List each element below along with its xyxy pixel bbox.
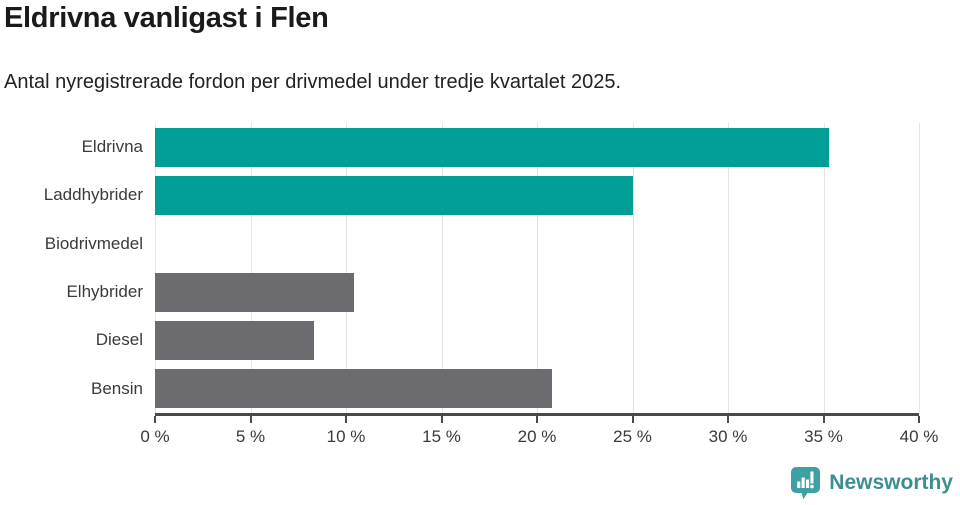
chart-subtitle: Antal nyregistrerade fordon per drivmede…	[4, 71, 622, 93]
chart-row: Biodrivmedel	[0, 220, 919, 268]
axis-tick	[631, 416, 634, 423]
gridline	[728, 123, 729, 413]
axis-tick	[154, 416, 156, 423]
chart-row: Bensin	[0, 365, 919, 413]
gridline	[632, 123, 634, 413]
chart-row: Eldrivna	[0, 123, 919, 171]
axis-tick	[536, 416, 538, 423]
bar-bensin	[155, 369, 553, 409]
bar-track	[155, 175, 919, 215]
category-label: Bensin	[91, 378, 143, 398]
category-label: Biodrivmedel	[44, 233, 143, 253]
bar-diesel	[155, 320, 314, 360]
gridline	[823, 123, 825, 413]
bar-elhybrider	[155, 272, 354, 312]
gridline	[155, 123, 156, 413]
bar-track	[155, 224, 919, 263]
chart-row: Diesel	[0, 316, 919, 364]
gridline	[441, 123, 443, 413]
bar-track	[155, 272, 919, 312]
chart-row: Elhybrider	[0, 268, 919, 316]
x-axis: 0 % 5 % 10 % 15 % 20 % 25 % 30 % 35 % 40 %	[140, 413, 938, 456]
bar-chart: Eldrivna Laddhybrider Biodrivmedel Elhybrid…	[0, 123, 960, 413]
axis-tick-label: 20 %	[517, 427, 557, 446]
axis-tick	[345, 416, 347, 423]
axis-tick-label: 5 %	[235, 427, 266, 446]
gridline	[537, 123, 538, 413]
bar-laddhybrider	[155, 175, 633, 215]
axis-tick-label: 30 %	[708, 427, 748, 446]
axis-tick-label: 35 %	[804, 427, 843, 446]
bar-eldrivna	[155, 127, 830, 167]
category-label: Elhybrider	[66, 282, 143, 302]
axis-tick-label: 0 %	[140, 427, 170, 446]
gridline	[919, 123, 920, 413]
axis-tick	[440, 416, 443, 423]
category-label: Eldrivna	[81, 137, 143, 157]
gridline	[346, 123, 347, 413]
axis-tick	[249, 416, 252, 423]
newsworthy-logo-icon	[791, 467, 821, 500]
axis-tick	[918, 416, 920, 423]
category-label: Laddhybrider	[43, 185, 143, 205]
chart-title: Eldrivna vanligast i Flen	[4, 2, 329, 34]
axis-tick	[822, 416, 825, 423]
brand-name: Newsworthy	[829, 471, 953, 494]
bar-track	[155, 127, 919, 167]
category-label: Diesel	[95, 330, 143, 350]
chart-row: Laddhybrider	[0, 171, 919, 219]
bar-track	[155, 320, 919, 360]
gridline	[250, 123, 252, 413]
chart-rows: Eldrivna Laddhybrider Biodrivmedel Elhybrid…	[0, 123, 919, 413]
grid-layer	[155, 123, 920, 413]
bar-track	[155, 369, 919, 409]
axis-tick-label: 15 %	[422, 427, 461, 446]
axis-tick	[727, 416, 729, 423]
axis-tick-label: 10 %	[326, 427, 366, 446]
axis-tick-label: 40 %	[899, 427, 939, 446]
axis-tick-label: 25 %	[613, 427, 652, 446]
brand-footer: Newsworthy	[790, 466, 953, 500]
